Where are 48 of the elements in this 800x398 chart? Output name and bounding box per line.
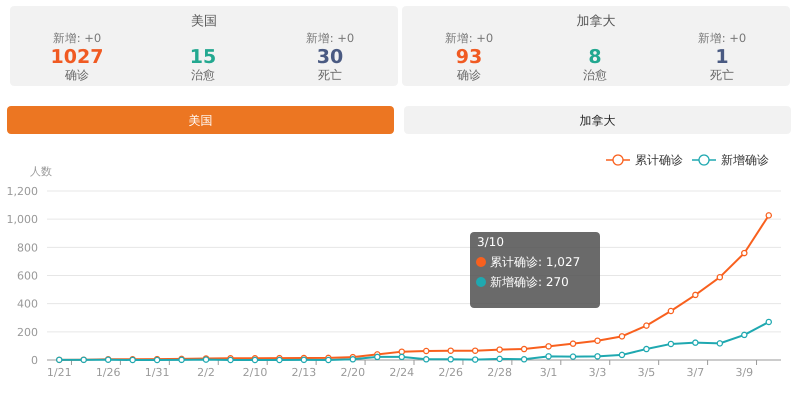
x-tick-label: 2/26 — [438, 366, 464, 379]
text: 15 — [190, 46, 216, 68]
text: 美国 — [188, 114, 212, 128]
text: 8 — [588, 46, 602, 68]
text: 死亡 — [710, 68, 734, 82]
text: 死亡 — [318, 68, 342, 82]
x-tick-label: 2/20 — [340, 366, 366, 379]
x-tick-label: 2/13 — [292, 366, 316, 379]
legend-label: 新增确诊 — [721, 153, 769, 167]
x-tick-label: 3/7 — [686, 366, 704, 379]
legend-label: 累计确诊 — [635, 153, 683, 167]
y-tick-label: 1,000 — [6, 213, 38, 226]
y-tick-label: 1,200 — [6, 185, 38, 198]
text: 1027 — [50, 46, 104, 68]
text: 治愈 — [191, 68, 215, 82]
annotation: 累计确诊: 1,027 — [490, 255, 580, 269]
text: 新增: +0 — [698, 31, 746, 45]
text: 1 — [715, 46, 729, 68]
x-tick-label: 1/26 — [96, 366, 121, 379]
text: 新增: +0 — [444, 31, 494, 45]
annotation: 新增确诊: 270 — [490, 275, 569, 289]
x-tick-label: 3/1 — [540, 366, 558, 379]
x-tick-label: 2/10 — [242, 366, 268, 379]
text: 美国 — [191, 13, 217, 29]
x-tick-label: 2/2 — [197, 366, 215, 379]
text: 确诊 — [64, 68, 89, 82]
x-tick-label: 3/3 — [588, 366, 606, 379]
y-tick-label: 0 — [31, 354, 38, 367]
text: 新增: +0 — [52, 31, 102, 45]
x-tick-label: 2/24 — [389, 366, 414, 379]
x-tick-label: 1/31 — [144, 366, 170, 379]
y-axis-title: 人数 — [30, 165, 52, 178]
y-tick-label: 800 — [17, 241, 38, 254]
y-tick-label: 200 — [17, 326, 38, 339]
text: 治愈 — [583, 68, 607, 82]
text: 加拿大 — [576, 14, 616, 29]
y-tick-label: 600 — [17, 270, 38, 282]
text: 30 — [316, 46, 344, 68]
text: 确诊 — [456, 68, 481, 82]
text: 新增: +0 — [306, 31, 354, 45]
y-tick-label: 400 — [17, 298, 38, 311]
x-tick-label: 2/28 — [487, 366, 512, 379]
x-tick-label: 3/5 — [638, 366, 656, 379]
x-tick-label: 1/21 — [46, 366, 72, 379]
x-tick-label: 3/9 — [735, 366, 754, 379]
text: 加拿大 — [580, 114, 616, 128]
annotation: 3/10 — [477, 235, 504, 249]
text: 93 — [456, 46, 482, 68]
